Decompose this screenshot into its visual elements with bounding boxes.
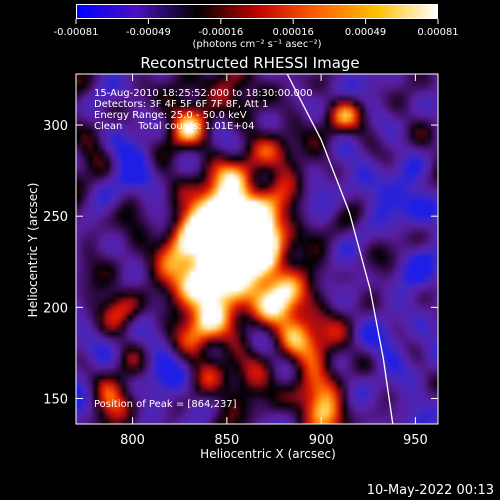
solar-limb-curve [286, 73, 394, 425]
colorbar-tick-label: -0.00081 [54, 27, 99, 38]
x-axis-label: Heliocentric X (arcsec) [200, 447, 336, 461]
colorbar-tick-label: -0.00049 [126, 27, 171, 38]
colorbar-tick-label: -0.00016 [198, 27, 243, 38]
colorbar-ticks: -0.00081 -0.00049 -0.00016 0.00016 0.00049 0.… [54, 19, 459, 38]
info-line-time: 15-Aug-2010 18:25:52.000 to 18:30:00.000 [94, 88, 313, 99]
y-tick-label: 250 [43, 210, 68, 225]
x-tick-label: 800 [120, 433, 145, 448]
info-text: 15-Aug-2010 18:25:52.000 to 18:30:00.000… [94, 88, 313, 410]
x-tick-label: 850 [214, 433, 239, 448]
info-line-detectors: Detectors: 3F 4F 5F 6F 7F 8F, Att 1 [94, 99, 268, 110]
x-tick-label: 950 [403, 433, 428, 448]
colorbar-unit-label: (photons cm⁻² s⁻¹ asec⁻²) [192, 39, 321, 50]
info-line-energy: Energy Range: 25.0 - 50.0 keV [94, 110, 247, 121]
y-axis-label: Heliocentric Y (arcsec) [26, 183, 40, 318]
y-tick-label: 200 [43, 301, 68, 316]
peak-position-label: Position of Peak = [864,237] [94, 399, 237, 410]
x-tick-label: 900 [309, 433, 334, 448]
colorbar-gradient [76, 4, 438, 19]
y-tick-label: 150 [43, 392, 68, 407]
heatmap-image [76, 74, 438, 424]
colorbar-tick-label: 0.00016 [273, 27, 314, 38]
timestamp: 10-May-2022 00:13 [367, 483, 494, 498]
chart-title: Reconstructed RHESSI Image [140, 54, 359, 72]
y-tick-label: 300 [43, 119, 68, 134]
colorbar-tick-label: 0.00049 [345, 27, 386, 38]
plot-area [76, 73, 438, 425]
plot-frame [75, 73, 439, 425]
colorbar-tick-label: 0.00081 [417, 27, 458, 38]
axes: 800 850 900 950 150 200 250 300 [43, 73, 439, 448]
info-line-counts: Clean Total counts: 1.01E+04 [94, 121, 254, 132]
